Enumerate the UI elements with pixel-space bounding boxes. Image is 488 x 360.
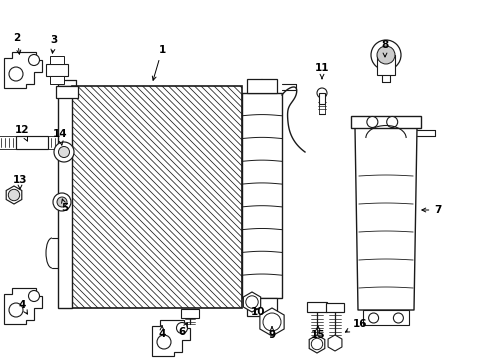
Circle shape — [311, 338, 322, 350]
Text: 3: 3 — [50, 35, 58, 53]
Text: 16: 16 — [345, 319, 366, 332]
Bar — [246, 298, 276, 316]
Circle shape — [370, 40, 400, 70]
Bar — [46, 64, 68, 76]
Polygon shape — [152, 320, 190, 356]
Circle shape — [54, 142, 74, 162]
Text: 6: 6 — [178, 323, 187, 337]
Text: 4: 4 — [18, 300, 27, 314]
Polygon shape — [259, 308, 284, 336]
Bar — [246, 79, 276, 93]
Circle shape — [157, 335, 171, 349]
Text: 5: 5 — [61, 199, 68, 213]
Polygon shape — [354, 128, 416, 310]
Polygon shape — [327, 335, 341, 351]
Polygon shape — [6, 186, 22, 204]
Polygon shape — [4, 288, 42, 324]
Bar — [56, 86, 78, 98]
Bar — [72, 86, 242, 308]
Polygon shape — [4, 52, 42, 88]
Text: 15: 15 — [310, 326, 325, 340]
Text: 12: 12 — [15, 125, 29, 141]
Text: 13: 13 — [13, 175, 27, 189]
Bar — [306, 302, 326, 312]
Polygon shape — [243, 292, 260, 312]
Circle shape — [392, 313, 403, 323]
Bar — [362, 310, 408, 325]
Circle shape — [245, 296, 258, 308]
Text: 7: 7 — [421, 205, 441, 215]
Circle shape — [9, 303, 23, 317]
Circle shape — [255, 80, 268, 93]
Bar — [318, 93, 325, 104]
Bar — [325, 303, 343, 312]
Text: 2: 2 — [13, 33, 20, 54]
Polygon shape — [308, 335, 324, 353]
Circle shape — [8, 189, 20, 201]
Bar — [242, 93, 282, 298]
Circle shape — [28, 291, 40, 302]
Bar — [376, 55, 394, 75]
Circle shape — [28, 54, 40, 66]
Circle shape — [53, 193, 71, 211]
Circle shape — [368, 313, 378, 323]
Bar — [16, 136, 48, 149]
Circle shape — [59, 147, 69, 158]
Circle shape — [9, 67, 23, 81]
Circle shape — [263, 313, 281, 331]
Circle shape — [366, 117, 377, 127]
Text: 11: 11 — [314, 63, 328, 78]
Bar — [181, 309, 199, 318]
Circle shape — [255, 301, 268, 314]
Bar — [72, 86, 242, 308]
Bar — [58, 86, 72, 308]
Text: 1: 1 — [152, 45, 165, 80]
Text: 10: 10 — [250, 307, 264, 317]
Circle shape — [316, 88, 326, 98]
Circle shape — [176, 323, 187, 333]
Bar — [50, 56, 64, 64]
Bar — [50, 76, 64, 84]
Circle shape — [57, 197, 67, 207]
Text: 9: 9 — [268, 327, 275, 340]
Text: 14: 14 — [53, 129, 67, 145]
Text: 4: 4 — [158, 326, 165, 339]
Circle shape — [376, 46, 394, 64]
Text: 8: 8 — [381, 40, 388, 57]
Bar — [350, 116, 420, 128]
Circle shape — [386, 117, 397, 127]
